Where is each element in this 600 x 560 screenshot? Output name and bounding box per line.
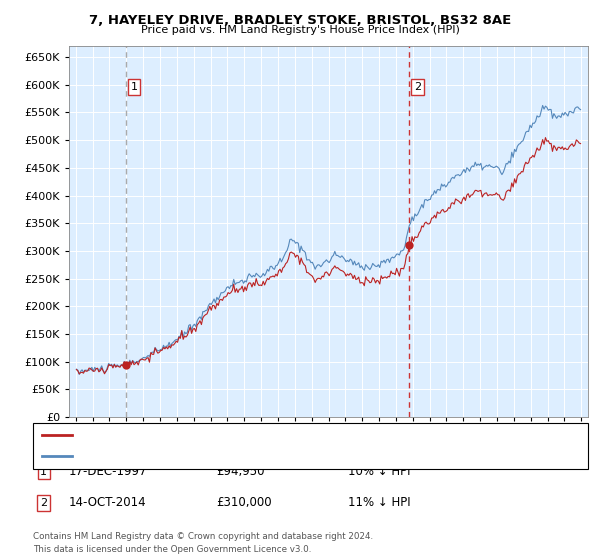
Text: Price paid vs. HM Land Registry's House Price Index (HPI): Price paid vs. HM Land Registry's House …	[140, 25, 460, 35]
Text: £94,950: £94,950	[216, 465, 265, 478]
Text: 17-DEC-1997: 17-DEC-1997	[69, 465, 148, 478]
Text: 2: 2	[40, 498, 47, 508]
Text: 7, HAYELEY DRIVE, BRADLEY STOKE, BRISTOL, BS32 8AE (detached house): 7, HAYELEY DRIVE, BRADLEY STOKE, BRISTOL…	[78, 430, 466, 440]
Text: £310,000: £310,000	[216, 496, 272, 510]
Text: 1: 1	[131, 82, 137, 92]
Text: Contains HM Land Registry data © Crown copyright and database right 2024.
This d: Contains HM Land Registry data © Crown c…	[33, 533, 373, 554]
Text: 2: 2	[414, 82, 421, 92]
Text: 10% ↓ HPI: 10% ↓ HPI	[348, 465, 410, 478]
Text: HPI: Average price, detached house, South Gloucestershire: HPI: Average price, detached house, Sout…	[78, 451, 387, 461]
Text: 1: 1	[40, 466, 47, 477]
Text: 11% ↓ HPI: 11% ↓ HPI	[348, 496, 410, 510]
Text: 7, HAYELEY DRIVE, BRADLEY STOKE, BRISTOL, BS32 8AE: 7, HAYELEY DRIVE, BRADLEY STOKE, BRISTOL…	[89, 14, 511, 27]
Text: 14-OCT-2014: 14-OCT-2014	[69, 496, 146, 510]
